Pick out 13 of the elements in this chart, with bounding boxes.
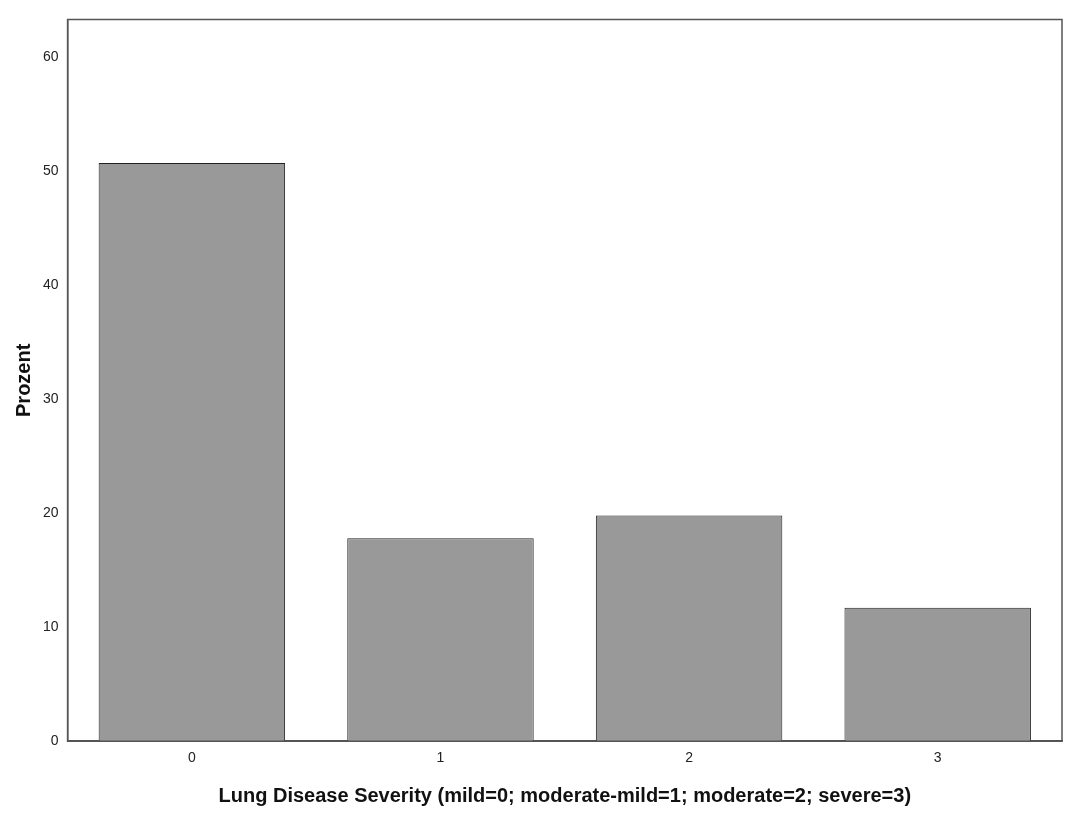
y-tick-label: 60: [42, 47, 59, 64]
x-tick-label: 0: [187, 749, 196, 766]
x-tick-label: 1: [436, 749, 445, 766]
y-tick-label: 0: [50, 732, 59, 749]
x-tick-label: 3: [933, 749, 942, 766]
y-tick-label: 30: [42, 389, 59, 406]
y-axis-title: Prozent: [11, 343, 34, 417]
y-tick-label: 10: [42, 618, 59, 635]
y-tick-label: 40: [42, 275, 59, 292]
x-axis-title: Lung Disease Severity (mild=0; moderate-mild=1; moderate=2; severe=3): [218, 783, 912, 806]
y-tick-label: 20: [42, 504, 59, 520]
x-tick-label: 2: [685, 749, 694, 766]
y-tick-label: 50: [42, 161, 59, 178]
